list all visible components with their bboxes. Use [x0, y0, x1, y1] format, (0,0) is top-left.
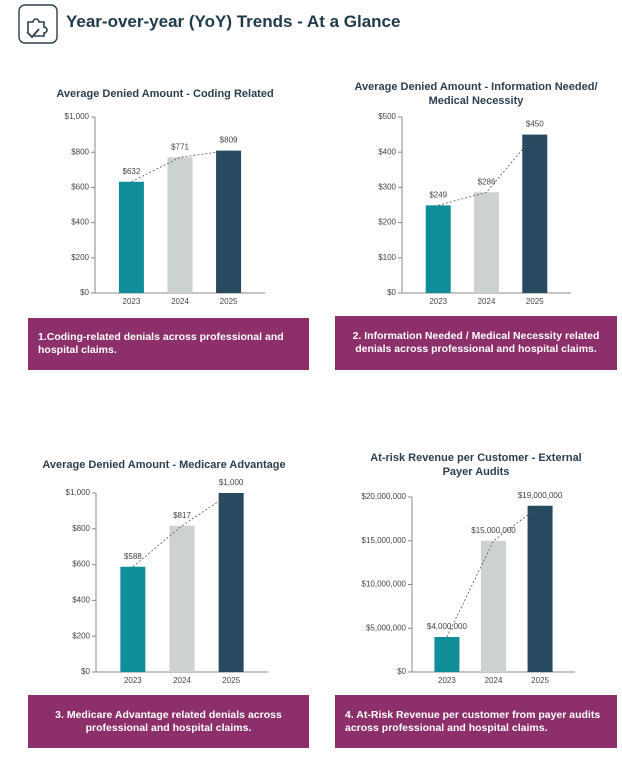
chart-caption: 1.Coding-related denials across professi… [28, 318, 309, 370]
value-label: $15,000,000 [471, 526, 516, 535]
y-tick-label: $10,000,000 [362, 580, 407, 589]
x-tick-label: 2024 [485, 676, 503, 685]
chart-title: Average Denied Amount - Information Need… [354, 81, 598, 107]
value-label: $4,000,000 [427, 622, 468, 631]
y-tick-label: $15,000,000 [362, 536, 407, 545]
x-tick-label: 2023 [429, 297, 447, 306]
header-title: Year-over-year (YoY) Trends - At a Glanc… [66, 12, 401, 31]
bar [169, 525, 195, 672]
value-label: $771 [171, 142, 189, 151]
trend-line [132, 492, 232, 568]
x-tick-label: 2024 [173, 676, 191, 685]
x-tick-label: 2025 [222, 676, 240, 685]
value-label: $809 [220, 136, 238, 145]
y-tick-label: $0 [80, 288, 89, 297]
bar [120, 566, 146, 672]
value-label: $632 [123, 167, 141, 176]
value-label: $1,000 [219, 478, 244, 487]
bar [167, 157, 193, 293]
chart-caption: 2. Information Needed / Medical Necessit… [335, 316, 617, 370]
chart-caption: 3. Medicare Advantage related denials ac… [28, 695, 309, 748]
bar [527, 505, 553, 672]
y-tick-label: $300 [378, 183, 396, 192]
x-tick-label: 2023 [438, 676, 456, 685]
y-tick-label: $1,000 [66, 488, 91, 497]
y-tick-label: $200 [378, 218, 396, 227]
bar [481, 540, 506, 672]
bar [118, 181, 144, 293]
bar [474, 192, 499, 293]
x-tick-label: 2023 [124, 676, 142, 685]
chart-title: Average Denied Amount - Medicare Advanta… [42, 459, 286, 471]
y-tick-label: $600 [71, 183, 89, 192]
x-tick-label: 2025 [531, 676, 549, 685]
chart-title: Average Denied Amount - Coding Related [56, 88, 274, 100]
x-tick-label: 2024 [171, 297, 189, 306]
x-tick-label: 2023 [123, 297, 141, 306]
chart-caption: 4. At-Risk Revenue per customer from pay… [335, 695, 617, 748]
y-tick-label: $0 [81, 667, 90, 676]
y-tick-label: $1,000 [65, 112, 90, 121]
y-tick-label: $20,000,000 [362, 492, 407, 501]
bar [218, 493, 244, 672]
x-tick-label: 2024 [478, 297, 496, 306]
y-tick-label: $100 [378, 253, 396, 262]
y-tick-label: $400 [72, 596, 90, 605]
bar [216, 150, 242, 293]
y-tick-label: $500 [378, 112, 396, 121]
x-tick-label: 2025 [526, 297, 544, 306]
chart-title: At-risk Revenue per Customer - External … [370, 452, 582, 478]
bar [434, 637, 460, 672]
y-tick-label: $0 [397, 667, 406, 676]
bar [522, 134, 548, 293]
value-label: $286 [478, 177, 496, 186]
y-tick-label: $600 [72, 560, 90, 569]
y-tick-label: $200 [71, 253, 89, 262]
value-label: $450 [526, 120, 544, 129]
y-tick-label: $800 [71, 147, 89, 156]
value-label: $588 [124, 552, 142, 561]
header-icon [18, 4, 58, 44]
value-label: $249 [429, 190, 447, 199]
bar [425, 205, 451, 293]
y-tick-label: $0 [387, 288, 396, 297]
y-tick-label: $400 [71, 218, 89, 227]
trend-line [438, 134, 536, 206]
trend-line [446, 505, 541, 638]
y-tick-label: $200 [72, 631, 90, 640]
y-tick-label: $800 [72, 524, 90, 533]
value-label: $817 [173, 511, 191, 520]
y-tick-label: $400 [378, 147, 396, 156]
value-label: $19,000,000 [518, 491, 563, 500]
x-tick-label: 2025 [220, 297, 238, 306]
y-tick-label: $5,000,000 [366, 623, 407, 632]
